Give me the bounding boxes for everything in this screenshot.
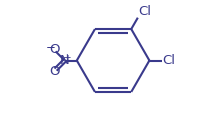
Text: +: + xyxy=(63,53,72,63)
Text: O: O xyxy=(49,65,60,78)
Text: Cl: Cl xyxy=(162,54,175,67)
Text: −: − xyxy=(46,41,56,54)
Text: O: O xyxy=(49,43,60,56)
Text: $\mathregular{N}$: $\mathregular{N}$ xyxy=(59,54,70,67)
Text: Cl: Cl xyxy=(138,5,151,18)
